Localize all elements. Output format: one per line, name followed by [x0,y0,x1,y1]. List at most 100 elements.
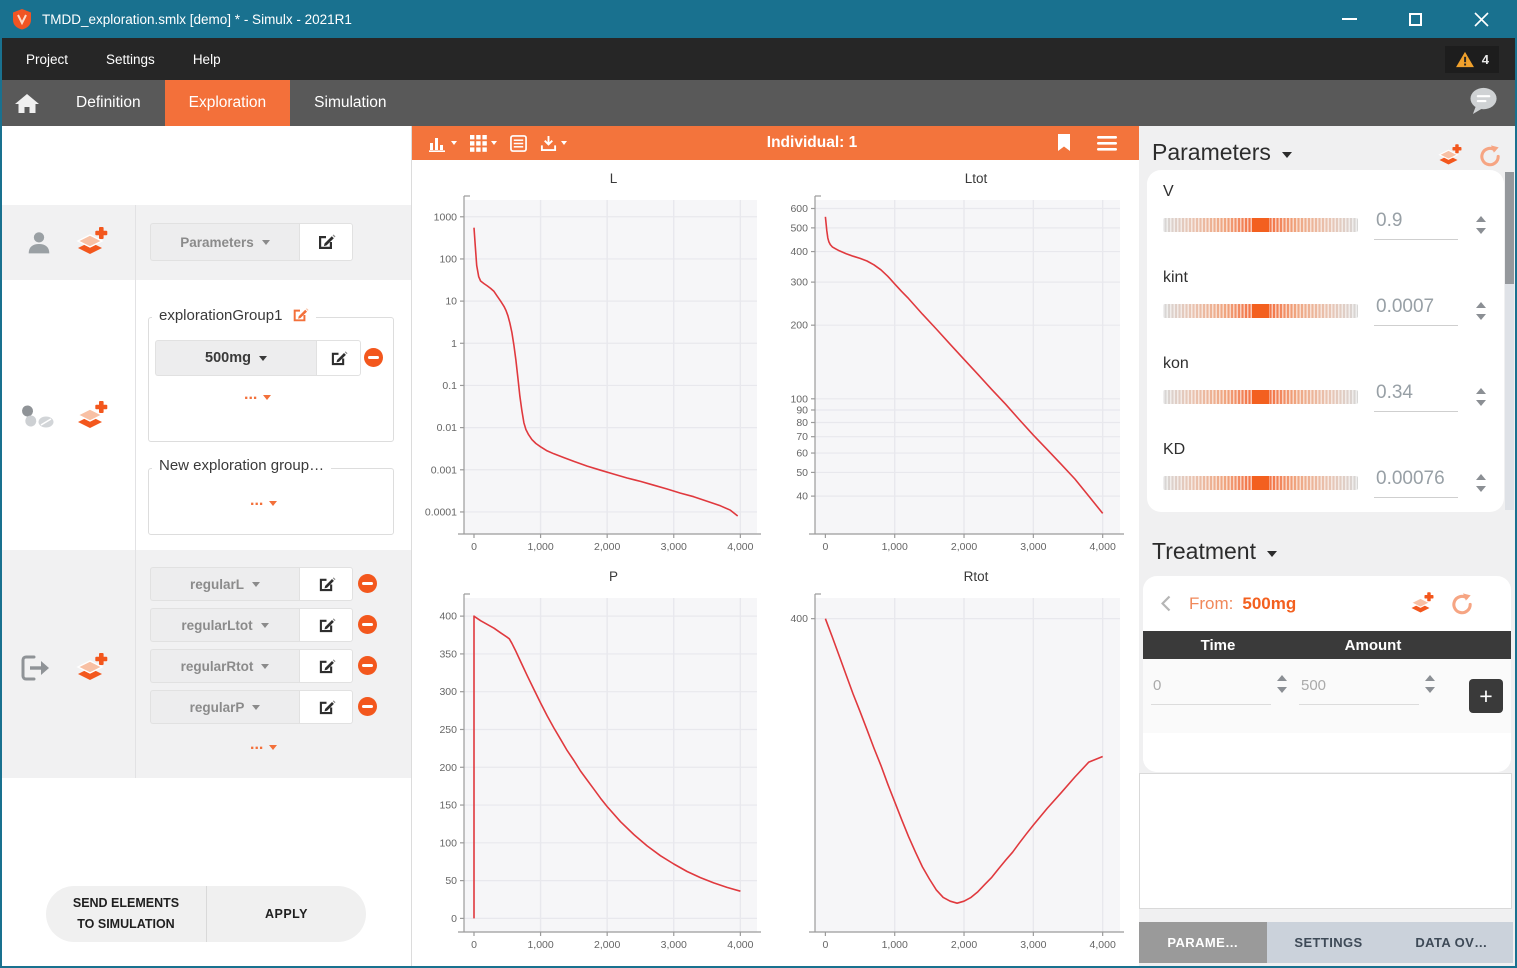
dose-selector[interactable]: 500mg [155,340,316,376]
minimize-button[interactable] [1342,18,1357,20]
parameter-slider-V[interactable] [1163,218,1358,232]
edit-dose-button[interactable] [316,340,361,376]
chevron-down-icon [451,141,457,145]
charts-toolbar: Individual: 1 [412,126,1139,160]
tab-simulation[interactable]: Simulation [314,94,387,111]
decrement-button[interactable] [1476,400,1486,406]
decrement-button[interactable] [1277,687,1287,693]
output-selector-regularLtot[interactable]: regularLtot [150,608,299,642]
add-individual-element-button[interactable] [72,224,108,265]
edit-output-button[interactable] [299,690,353,724]
exploration-group-title: explorationGroup1 [152,306,317,324]
rename-group-button[interactable] [291,306,309,324]
layout-button[interactable] [470,134,497,152]
parameter-value-kon[interactable]: 0.34 [1374,382,1458,412]
menu-settings[interactable]: Settings [106,51,155,67]
increment-button[interactable] [1476,474,1486,480]
parameter-value-V[interactable]: 0.9 [1374,210,1458,240]
output-selector-regularL[interactable]: regularL [150,567,299,601]
pencil-square-icon [319,617,336,632]
slider-thumb[interactable] [1251,476,1270,490]
increment-button[interactable] [1425,675,1435,681]
x-tick-label: 4,000 [1090,541,1116,553]
increment-button[interactable] [1277,675,1287,681]
scrollbar-thumb[interactable] [1505,172,1514,284]
home-button[interactable] [2,80,52,126]
add-treatment-row-button[interactable] [1407,590,1434,617]
parameters-panel-title: Parameters [1152,139,1271,165]
layers-plus-icon [76,653,108,680]
slider-thumb[interactable] [1251,390,1270,404]
parameter-slider-KD[interactable] [1163,476,1358,490]
send-to-simulation-button[interactable]: SEND ELEMENTS TO SIMULATION [46,886,207,942]
add-parameter-element-button[interactable] [1435,142,1462,169]
new-group-more-menu[interactable]: ... [246,492,281,510]
edit-output-button[interactable] [299,649,353,683]
remove-output-button[interactable] [358,574,377,593]
pencil-square-icon [319,576,336,591]
decrement-button[interactable] [1476,228,1486,234]
tab-data-overview[interactable]: DATA OV… [1390,922,1513,963]
treatment-panel-header[interactable]: Treatment [1152,538,1277,565]
tab-exploration[interactable]: Exploration [164,80,291,126]
tab-settings[interactable]: SETTINGS [1267,922,1390,963]
add-output-element-button[interactable] [72,650,108,691]
parameter-value-kint[interactable]: 0.0007 [1374,296,1458,326]
output-selector-regularP[interactable]: regularP [150,690,299,724]
increment-button[interactable] [1476,302,1486,308]
group-more-menu[interactable]: ... [240,386,275,404]
time-input[interactable]: 0 [1151,677,1271,705]
remove-output-button[interactable] [358,697,377,716]
data-table-button[interactable] [510,134,527,152]
panel-tabs: PARAME… SETTINGS DATA OV… [1139,922,1513,963]
add-treatment-element-button[interactable] [72,398,108,439]
x-tick-label: 2,000 [594,939,620,951]
edit-output-button[interactable] [299,608,353,642]
parameter-row: V 0.9 [1147,170,1504,256]
parameters-panel-header[interactable]: Parameters [1152,139,1292,166]
charts-area: Individual: 1 L 1000 100 10 1 0.1 0.01 0.001 0.0… [412,126,1139,966]
bookmark-button[interactable] [1057,134,1071,152]
output-selector-regularRtot[interactable]: regularRtot [150,649,299,683]
x-tick-label: 4,000 [1090,939,1116,951]
decrement-button[interactable] [1425,687,1435,693]
edit-output-button[interactable] [299,567,353,601]
apply-button[interactable]: APPLY [264,907,309,921]
reset-parameters-button[interactable] [1478,143,1503,168]
reset-treatment-button[interactable] [1450,591,1475,616]
parameter-slider-kint[interactable] [1163,304,1358,318]
menu-project[interactable]: Project [26,51,69,67]
slider-thumb[interactable] [1251,304,1270,318]
menu-help[interactable]: Help [192,51,221,67]
parameters-scrollbar[interactable] [1505,172,1514,510]
hamburger-menu-button[interactable] [1097,135,1117,151]
slider-thumb[interactable] [1251,218,1270,232]
edit-parameters-button[interactable] [299,223,353,261]
chevron-left-icon[interactable] [1161,595,1171,612]
chart-canvas: 400 0 1,000 2,000 3,000 4,000 [790,593,1124,951]
increment-button[interactable] [1476,388,1486,394]
outputs-more-menu[interactable]: ... [246,736,281,754]
tab-definition[interactable]: Definition [76,94,141,111]
remove-dose-button[interactable] [364,348,383,367]
amount-input[interactable]: 500 [1299,677,1419,705]
tab-parameters[interactable]: PARAME… [1139,922,1267,963]
feedback-button[interactable] [1468,86,1501,120]
remove-output-button[interactable] [358,615,377,634]
export-charts-button[interactable] [540,135,567,152]
y-tick-label: 0.001 [431,464,457,476]
decrement-button[interactable] [1476,486,1486,492]
warnings-indicator[interactable]: 4 [1444,45,1499,73]
decrement-button[interactable] [1476,314,1486,320]
close-button[interactable] [1474,11,1489,27]
parameter-value-KD[interactable]: 0.00076 [1374,468,1458,498]
increment-button[interactable] [1476,216,1486,222]
series-line-P [473,615,741,919]
chart-type-button[interactable] [428,135,457,152]
parameter-slider-kon[interactable] [1163,390,1358,404]
add-dose-row-button[interactable]: + [1469,679,1503,713]
parameters-selector[interactable]: Parameters [150,223,299,261]
remove-output-button[interactable] [358,656,377,675]
maximize-button[interactable] [1409,12,1422,26]
